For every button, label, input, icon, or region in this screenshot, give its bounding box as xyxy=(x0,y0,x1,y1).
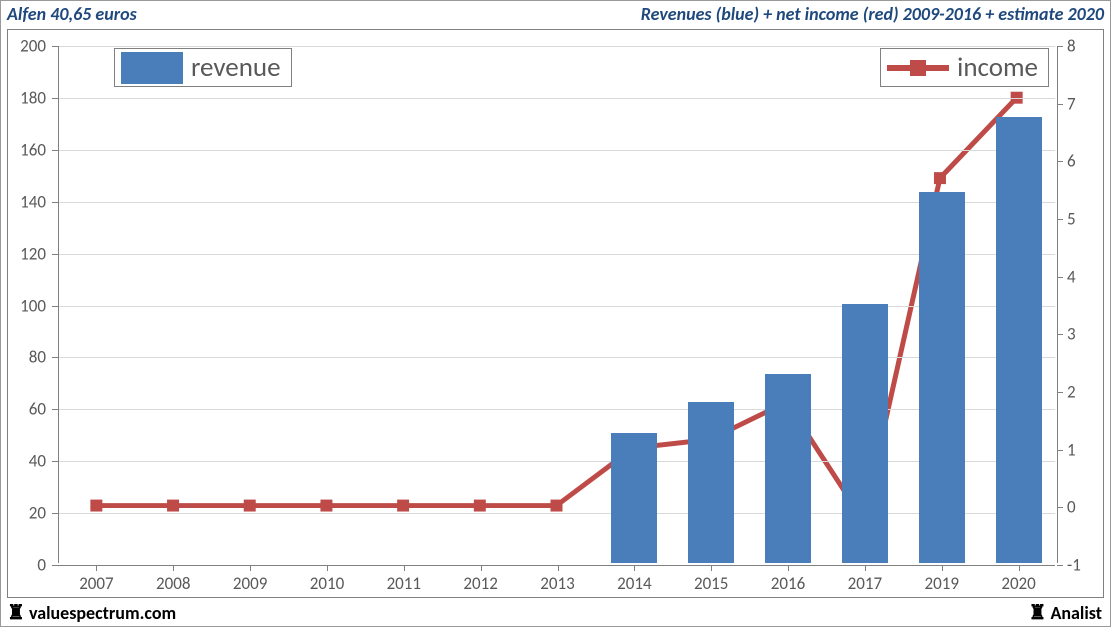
y-left-tick-label: 200 xyxy=(20,36,46,57)
tick-mark xyxy=(404,565,405,571)
rook-icon: ♜ xyxy=(7,601,25,625)
y-right-tick-label: 2 xyxy=(1067,382,1076,403)
x-tick-label: 2007 xyxy=(79,573,113,594)
tick-mark xyxy=(788,565,789,571)
income-marker xyxy=(244,500,256,512)
income-marker xyxy=(934,172,946,184)
legend-revenue-label: revenue xyxy=(191,51,281,84)
x-tick-label: 2017 xyxy=(848,573,882,594)
income-marker xyxy=(90,500,102,512)
y-right-axis xyxy=(1057,46,1058,563)
tick-mark xyxy=(1057,565,1063,566)
tick-mark xyxy=(865,565,866,571)
legend-swatch-line xyxy=(887,60,949,76)
tick-mark xyxy=(558,565,559,571)
y-right-tick-label: 1 xyxy=(1067,439,1076,460)
y-left-tick-label: 160 xyxy=(20,139,46,160)
gridline xyxy=(58,513,1055,514)
revenue-bar xyxy=(765,374,811,563)
income-marker xyxy=(320,500,332,512)
footer-left-text: valuespectrum.com xyxy=(29,602,176,624)
chart-frame: Alfen 40,65 euros Revenues (blue) + net … xyxy=(0,0,1111,627)
gridline xyxy=(58,254,1055,255)
title-right: Revenues (blue) + net income (red) 2009-… xyxy=(641,3,1104,25)
header: Alfen 40,65 euros Revenues (blue) + net … xyxy=(7,1,1104,27)
tick-mark xyxy=(481,565,482,571)
income-marker xyxy=(167,500,179,512)
y-right-tick-label: 6 xyxy=(1067,151,1076,172)
x-tick-label: 2008 xyxy=(156,573,190,594)
income-marker xyxy=(551,500,563,512)
chart-area: 0 20 40 60 80 100 120 140 160 180 200 -1 0 1 2 3 4 5 6 7 8 20… xyxy=(7,29,1104,598)
y-left-tick-label: 80 xyxy=(29,347,46,368)
gridline xyxy=(58,306,1055,307)
tick-mark xyxy=(1019,565,1020,571)
y-right-tick-label: 8 xyxy=(1067,36,1076,57)
y-left-tick-label: 20 xyxy=(29,503,46,524)
tick-mark xyxy=(173,565,174,571)
gridline xyxy=(58,98,1055,99)
y-right-tick-label: 3 xyxy=(1067,324,1076,345)
x-tick-label: 2010 xyxy=(310,573,344,594)
y-left-tick-label: 40 xyxy=(29,451,46,472)
footer: ♜valuespectrum.com ♜Analist xyxy=(7,600,1102,626)
x-tick-label: 2016 xyxy=(771,573,805,594)
legend-income: income xyxy=(880,48,1049,87)
income-line xyxy=(58,46,1055,563)
y-right-tick-label: -1 xyxy=(1067,555,1081,576)
x-tick-label: 2015 xyxy=(694,573,728,594)
tick-mark xyxy=(634,565,635,571)
footer-left: ♜valuespectrum.com xyxy=(7,602,176,624)
revenue-bar xyxy=(919,192,965,563)
gridline xyxy=(58,202,1055,203)
y-left-tick-label: 140 xyxy=(20,191,46,212)
tick-mark xyxy=(96,565,97,571)
tick-mark xyxy=(942,565,943,571)
gridline xyxy=(58,409,1055,410)
legend-revenue: revenue xyxy=(114,48,292,87)
y-right-tick-label: 0 xyxy=(1067,497,1076,518)
y-left-tick-label: 0 xyxy=(37,555,46,576)
x-tick-label: 2020 xyxy=(1001,573,1035,594)
x-tick-label: 2013 xyxy=(540,573,574,594)
footer-right: ♜Analist xyxy=(1029,602,1102,624)
revenue-bar xyxy=(842,304,888,564)
rook-icon: ♜ xyxy=(1029,601,1047,625)
y-right-tick-label: 5 xyxy=(1067,209,1076,230)
gridline xyxy=(58,46,1055,47)
gridline xyxy=(58,357,1055,358)
income-marker xyxy=(474,500,486,512)
y-left-tick-label: 60 xyxy=(29,399,46,420)
y-left-tick-label: 120 xyxy=(20,243,46,264)
footer-right-text: Analist xyxy=(1050,602,1102,624)
gridline xyxy=(58,150,1055,151)
revenue-bar xyxy=(996,117,1042,563)
y-left-tick-label: 180 xyxy=(20,87,46,108)
x-tick-label: 2019 xyxy=(924,573,958,594)
tick-mark xyxy=(52,565,58,566)
title-left: Alfen 40,65 euros xyxy=(7,3,137,25)
y-left-axis xyxy=(58,46,59,563)
x-tick-label: 2011 xyxy=(387,573,421,594)
tick-mark xyxy=(327,565,328,571)
plot-area: 020406080100120140160180200-101234567820… xyxy=(58,46,1055,563)
x-tick-label: 2014 xyxy=(617,573,651,594)
y-left-tick-label: 100 xyxy=(20,295,46,316)
y-right-tick-label: 7 xyxy=(1067,93,1076,114)
gridline xyxy=(58,461,1055,462)
revenue-bar xyxy=(611,433,657,563)
gridline xyxy=(58,565,1055,566)
tick-mark xyxy=(250,565,251,571)
legend-swatch-bar xyxy=(121,52,183,84)
x-tick-label: 2012 xyxy=(463,573,497,594)
revenue-bar xyxy=(688,402,734,563)
x-tick-label: 2009 xyxy=(233,573,267,594)
y-right-tick-label: 4 xyxy=(1067,266,1076,287)
tick-mark xyxy=(711,565,712,571)
income-marker xyxy=(397,500,409,512)
legend-income-label: income xyxy=(957,51,1038,84)
